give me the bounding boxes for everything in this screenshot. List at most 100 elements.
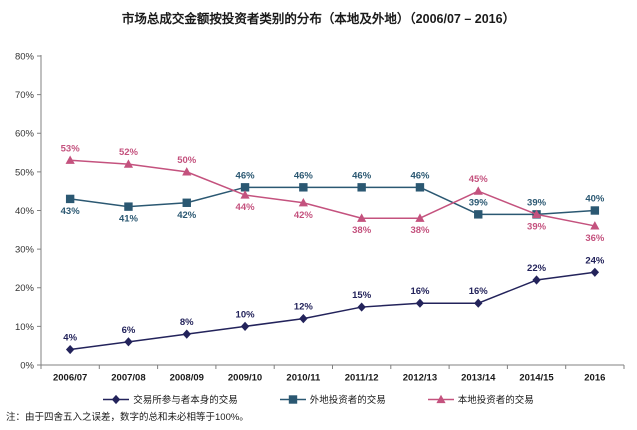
- chart-data-point: [357, 183, 366, 192]
- chart-data-point: [124, 202, 133, 211]
- chart-point-label: 45%: [469, 174, 489, 185]
- chart-point-label: 46%: [410, 170, 430, 181]
- legend-item[interactable]: 交易所参与者本身的交易: [103, 392, 238, 406]
- x-axis-tick-label: 2008/09: [170, 373, 204, 384]
- chart-axes: 0% 10% 20% 30% 40% 50% 60% 70% 80% 2006/07 2007/08…: [15, 51, 625, 384]
- y-axis-tick-label: 30%: [15, 245, 35, 256]
- chart-series-group: [65, 155, 600, 355]
- x-axis-tick-label: 2007/08: [111, 373, 145, 384]
- x-axis-tick-label: 2012/13: [403, 373, 437, 384]
- y-axis-tick-label: 10%: [15, 322, 35, 333]
- y-axis-tick-label: 70%: [15, 90, 35, 101]
- x-axis-tick-label: 2016: [584, 373, 605, 384]
- chart-point-label: 50%: [177, 155, 197, 166]
- chart-series-line: [69, 271, 596, 351]
- chart-data-point: [123, 159, 134, 168]
- chart-point-label: 10%: [236, 309, 256, 320]
- y-axis-tick-label: 20%: [15, 283, 35, 294]
- chart-data-point: [473, 186, 483, 195]
- chart-data-point: [532, 275, 541, 285]
- x-axis-tick-label: 2009/10: [228, 373, 262, 384]
- chart-series-line: [69, 186, 596, 216]
- y-axis-tick-label: 40%: [15, 206, 35, 217]
- chart-point-label: 39%: [469, 197, 489, 208]
- chart-data-point: [590, 221, 600, 230]
- chart-data-point: [182, 198, 191, 207]
- chart-title: 市场总成交金额按投资者类别的分布（本地及外地）（2006/07 – 2016）: [121, 12, 516, 26]
- chart-series-diamond: [65, 267, 600, 355]
- chart-series-square: [65, 183, 600, 219]
- chart-point-label: 16%: [469, 286, 489, 297]
- chart-point-label: 53%: [61, 143, 81, 154]
- legend-marker-icon: [427, 394, 454, 405]
- chart-point-label: 15%: [352, 290, 372, 301]
- chart-point-label: 38%: [410, 225, 430, 236]
- chart-point-label: 16%: [410, 286, 430, 297]
- y-axis-tick-label: 0%: [20, 360, 34, 371]
- chart-data-point: [240, 190, 250, 199]
- chart-data-point: [590, 206, 600, 215]
- chart-data-point: [415, 183, 425, 192]
- chart-point-label: 38%: [352, 225, 372, 236]
- chart-data-point: [415, 298, 425, 308]
- x-axis-tick-label: 2006/07: [53, 373, 87, 384]
- chart-point-label: 8%: [180, 317, 194, 328]
- chart-data-point: [299, 314, 308, 324]
- chart-point-label: 44%: [236, 202, 256, 213]
- x-axis-tick-label: 2011/12: [345, 373, 379, 384]
- chart-point-label: 12%: [294, 302, 314, 313]
- chart-point-label: 36%: [585, 233, 605, 244]
- chart-data-point: [415, 213, 425, 222]
- x-axis-tick-label: 2013/14: [461, 373, 496, 384]
- chart-data-point: [474, 298, 483, 308]
- chart-data-point: [298, 197, 308, 207]
- chart-point-label: 46%: [352, 170, 372, 181]
- chart-data-labels: 4% 6% 8% 10% 12% 15% 16% 16% 22% 24% 43% 41% 42% 46% 4…: [61, 143, 605, 343]
- chart-data-point: [112, 394, 121, 404]
- chart-point-label: 43%: [61, 206, 81, 217]
- chart-series-line: [69, 159, 596, 227]
- chart-data-point: [124, 337, 133, 347]
- legend-item[interactable]: 本地投资者的交易: [427, 392, 534, 406]
- x-axis-tick-label: 2010/11: [286, 373, 321, 384]
- chart-plot-area: 0% 10% 20% 30% 40% 50% 60% 70% 80% 2006/07 2007/08…: [15, 51, 625, 384]
- chart-legend: 交易所参与者本身的交易 外地投资者的交易 本地投资者的交易: [0, 392, 637, 406]
- chart-point-label: 42%: [294, 210, 314, 221]
- chart-point-label: 4%: [63, 333, 77, 344]
- chart-point-label: 24%: [585, 255, 605, 266]
- legend-label: 交易所参与者本身的交易: [133, 395, 238, 406]
- chart-point-label: 41%: [119, 214, 139, 225]
- chart-data-point: [182, 329, 191, 339]
- legend-item[interactable]: 外地投资者的交易: [279, 392, 386, 406]
- chart-data-point: [474, 210, 483, 219]
- chart-point-label: 39%: [527, 221, 547, 232]
- chart-data-point: [357, 302, 366, 312]
- chart-data-point: [65, 344, 75, 355]
- chart-data-point: [590, 267, 600, 277]
- chart-data-point: [240, 321, 250, 331]
- chart-data-point: [288, 394, 297, 404]
- chart-data-point: [65, 155, 75, 164]
- chart-point-label: 22%: [527, 263, 547, 274]
- y-axis-tick-label: 50%: [15, 167, 35, 178]
- chart-point-label: 46%: [294, 170, 314, 181]
- chart-data-point: [65, 194, 75, 204]
- chart-series-triangle: [65, 155, 600, 230]
- y-axis-tick-label: 80%: [15, 51, 35, 62]
- legend-marker-icon: [103, 394, 130, 405]
- legend-label: 外地投资者的交易: [309, 395, 386, 406]
- chart-footnote: 注：由于四舍五入之误差，数字的总和未必相等于100%。: [6, 412, 249, 423]
- chart-data-point: [436, 394, 446, 403]
- chart-data-point: [182, 167, 192, 176]
- chart-data-point: [357, 213, 367, 222]
- legend-marker-icon: [279, 394, 306, 405]
- y-axis-tick-label: 60%: [15, 129, 35, 140]
- chart-data-point: [240, 183, 250, 192]
- chart-point-label: 52%: [119, 147, 139, 158]
- chart-point-label: 40%: [585, 194, 605, 205]
- chart-point-label: 46%: [236, 170, 256, 181]
- chart-point-label: 42%: [177, 210, 197, 221]
- chart-point-label: 6%: [122, 325, 136, 336]
- x-axis-tick-label: 2014/15: [519, 373, 554, 384]
